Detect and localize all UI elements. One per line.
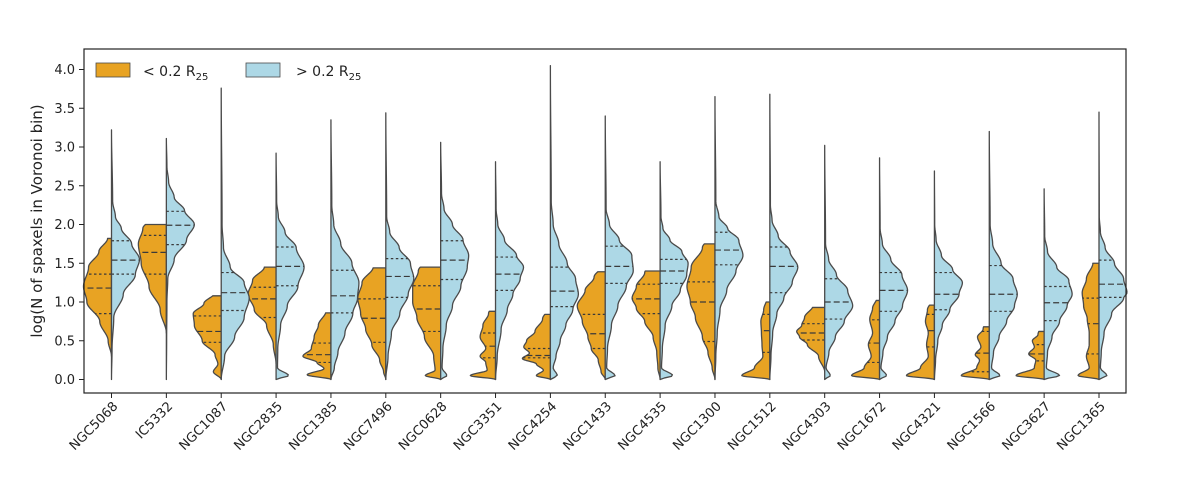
x-tick-label-ngc4254: NGC4254 — [506, 399, 560, 453]
x-tick-label-ngc1512: NGC1512 — [725, 399, 779, 453]
violin-inner-ngc3351 — [469, 310, 497, 381]
x-tick-label-ngc1087: NGC1087 — [177, 399, 231, 453]
violin-outer-ngc1365 — [1098, 111, 1128, 381]
violin-inner-ngc1385 — [302, 312, 332, 381]
violin-inner-ngc1512 — [741, 301, 771, 381]
plot-frame — [83, 48, 1127, 394]
x-tick-label-ngc4321: NGC4321 — [890, 399, 944, 453]
y-tick-label-2: 1.0 — [54, 296, 75, 311]
violin-inner-ngc1087 — [192, 295, 222, 381]
violin-outer-ngc1087 — [220, 87, 250, 381]
y-axis: 0.0 0.5 1.0 1.5 2.0 2.5 3.0 3.5 4.0 — [54, 63, 84, 388]
x-tick-label-ngc1365: NGC1365 — [1054, 399, 1108, 453]
violin-outer-ngc1300 — [714, 95, 744, 381]
violin-inner-ngc4254 — [521, 313, 552, 381]
violin-outer-ngc1672 — [878, 157, 909, 381]
violin-inner-ngc4535 — [631, 270, 661, 381]
x-tick-label-ic5332: IC5332 — [133, 399, 176, 442]
x-tick-label-ngc7496: NGC7496 — [341, 399, 395, 453]
violin-outer-ngc3351 — [494, 161, 525, 381]
violin-outer-ngc1385 — [330, 119, 360, 381]
violin-outer-ngc3627 — [1043, 188, 1073, 381]
violin-inner-ngc2835 — [247, 266, 277, 365]
violin-inner-ngc5068 — [82, 237, 113, 357]
x-tick-label-ngc5068: NGC5068 — [67, 399, 121, 453]
x-tick-label-ngc4535: NGC4535 — [616, 399, 670, 453]
violin-inner-ngc4303 — [796, 306, 826, 373]
legend-label-inner: < 0.2 R25 — [143, 64, 208, 83]
y-axis-label: log(N of spaxels in Voronoi bin) — [28, 104, 46, 337]
legend-label-outer: > 0.2 R25 — [296, 64, 361, 83]
y-tick-label-8: 4.0 — [54, 63, 75, 78]
violin-inner-ngc4321 — [905, 304, 936, 381]
violins — [82, 64, 1128, 381]
x-tick-label-ngc1300: NGC1300 — [670, 399, 724, 453]
violin-inner-ngc1300 — [686, 243, 716, 381]
violin-inner-ngc7496 — [357, 267, 387, 381]
y-tick-label-7: 3.5 — [54, 102, 75, 117]
x-tick-label-ngc1566: NGC1566 — [945, 399, 999, 453]
x-tick-label-ngc1385: NGC1385 — [286, 399, 340, 453]
x-tick-label-ngc4303: NGC4303 — [780, 399, 834, 453]
violin-outer-ngc0628 — [440, 141, 470, 381]
violin-outer-ngc4303 — [824, 144, 854, 381]
y-tick-label-6: 3.0 — [54, 141, 75, 156]
x-tick-label-ngc3351: NGC3351 — [451, 399, 505, 453]
violin-inner-ngc3627 — [1015, 330, 1045, 381]
violin-outer-ngc1512 — [769, 93, 799, 381]
violin-outer-ngc1566 — [988, 130, 1018, 381]
y-tick-label-1: 0.5 — [54, 334, 75, 349]
x-tick-label-ngc1672: NGC1672 — [835, 399, 889, 453]
legend-swatch-outer — [245, 62, 281, 78]
y-tick-label-5: 2.5 — [54, 179, 75, 194]
violin-inner-ic5332 — [137, 223, 168, 334]
x-tick-label-ngc0628: NGC0628 — [396, 399, 450, 453]
y-tick-label-0: 0.0 — [54, 373, 75, 388]
violin-outer-ngc1433 — [604, 115, 634, 381]
violin-outer-ngc7496 — [385, 112, 415, 381]
violin-outer-ic5332 — [165, 137, 196, 381]
y-tick-label-4: 2.0 — [54, 218, 75, 233]
violin-inner-ngc0628 — [412, 266, 442, 381]
x-axis: NGC5068 IC5332 NGC1087 NGC2835 NGC1385 NGC749… — [67, 393, 1109, 454]
legend-swatch-inner — [95, 62, 131, 78]
violin-outer-ngc4254 — [549, 64, 580, 381]
violin-inner-ngc1672 — [850, 299, 881, 381]
x-tick-label-ngc3627: NGC3627 — [1000, 399, 1054, 453]
y-tick-label-3: 1.5 — [54, 257, 75, 272]
violin-inner-ngc1365 — [1077, 262, 1100, 381]
legend: < 0.2 R25 > 0.2 R25 — [95, 62, 361, 83]
violin-inner-ngc1433 — [576, 271, 606, 381]
violin-outer-ngc5068 — [110, 129, 141, 381]
violin-outer-ngc4321 — [933, 170, 964, 381]
x-tick-label-ngc2835: NGC2835 — [231, 399, 285, 453]
x-tick-label-ngc1433: NGC1433 — [561, 399, 615, 453]
